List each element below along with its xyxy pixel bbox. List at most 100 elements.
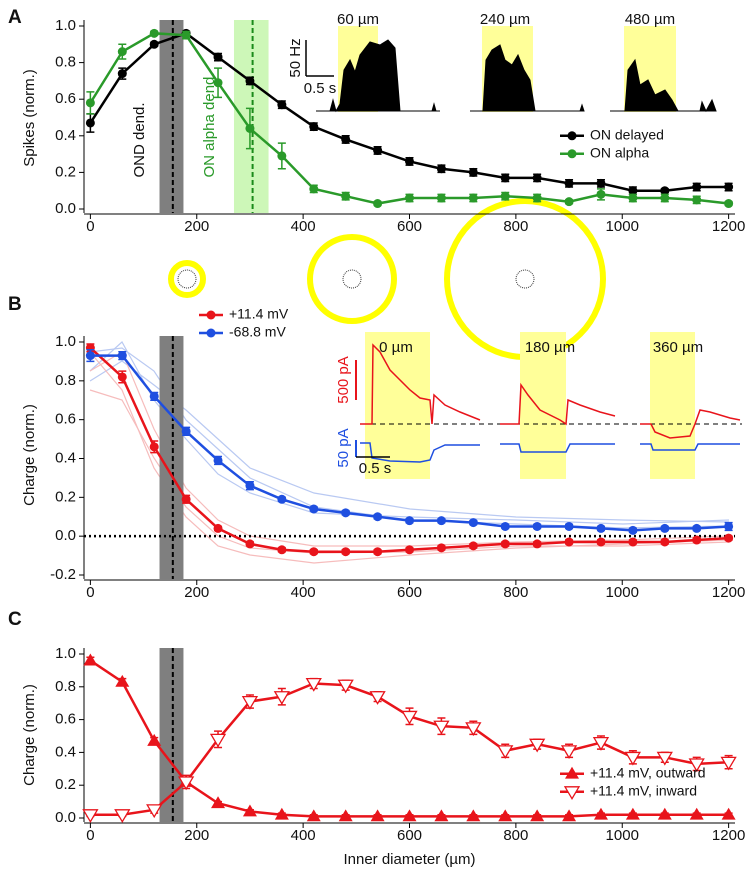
y-tick-label: 0.8	[55, 678, 76, 695]
x-tick-label: 1200	[712, 218, 745, 235]
data-point	[149, 442, 159, 452]
data-point	[115, 674, 130, 687]
legend-label: -68.8 mV	[229, 324, 286, 340]
data-point	[628, 193, 638, 203]
x-tick-label: 800	[503, 827, 528, 844]
x-tick-label: 200	[184, 218, 209, 235]
x-tick-label: 1000	[606, 584, 639, 601]
y-tick-label: 0.6	[55, 90, 76, 107]
data-point	[529, 738, 546, 753]
scale-label: 50 pA	[335, 428, 352, 467]
panel-label: B	[8, 294, 22, 315]
y-tick-label: -0.2	[50, 566, 76, 583]
data-point	[82, 809, 99, 824]
y-tick-label: 0.0	[55, 200, 76, 217]
data-point	[117, 47, 127, 57]
data-point	[724, 199, 734, 209]
data-point	[628, 537, 638, 547]
data-point	[497, 745, 514, 760]
inset-label: 360 µm	[653, 339, 703, 356]
data-point	[405, 156, 414, 166]
data-point	[468, 541, 478, 551]
data-point	[592, 737, 610, 751]
y-tick-label: 0.8	[55, 54, 76, 71]
data-point	[149, 39, 159, 49]
data-point	[468, 518, 478, 528]
panel-label: C	[8, 609, 22, 630]
data-point	[433, 720, 450, 735]
legend-label: ON alpha	[590, 145, 649, 161]
stim-window	[520, 332, 566, 479]
data-point	[373, 145, 383, 155]
data-point	[596, 178, 606, 188]
band	[233, 20, 269, 213]
data-point	[341, 508, 351, 518]
data-point	[373, 199, 383, 209]
legend-symbol	[206, 310, 216, 320]
data-point	[532, 193, 542, 203]
panel-label: A	[8, 7, 22, 28]
legend-label: ON delayed	[590, 127, 664, 143]
data-point	[273, 691, 290, 705]
x-tick-label: 400	[291, 827, 316, 844]
data-point	[436, 193, 446, 203]
data-point	[500, 521, 510, 531]
data-point	[688, 758, 705, 773]
stim-window	[650, 332, 695, 479]
data-point	[83, 653, 98, 666]
y-tick-label: 0.2	[55, 776, 76, 793]
legend-symbol	[206, 328, 216, 338]
data-point	[277, 151, 287, 161]
x-tick-label: 600	[397, 218, 422, 235]
x-axis-label: Inner diameter (µm)	[343, 851, 475, 868]
data-point	[564, 537, 574, 547]
data-point	[656, 751, 673, 766]
data-point	[209, 733, 227, 748]
ring	[168, 260, 206, 298]
data-point	[560, 745, 578, 760]
data-point	[660, 523, 670, 533]
data-point	[305, 677, 322, 692]
y-tick-label: 1.0	[55, 17, 76, 34]
x-tick-label: 1200	[712, 827, 745, 844]
data-point	[465, 722, 482, 737]
y-tick-label: 0.8	[55, 372, 76, 389]
ring	[307, 234, 397, 324]
data-point	[85, 118, 95, 128]
data-point	[720, 756, 737, 771]
data-point	[596, 523, 606, 533]
x-tick-label: 1200	[712, 584, 745, 601]
data-point	[628, 186, 638, 196]
psth-trace	[470, 44, 585, 112]
data-point	[596, 189, 606, 199]
legend-label: +11.4 mV, outward	[590, 764, 706, 780]
data-point	[341, 191, 351, 201]
y-tick-label: 0.0	[55, 527, 76, 544]
data-point	[117, 351, 127, 361]
annotation: ON alpha dend.	[201, 72, 218, 177]
cell-trace	[89, 360, 730, 523]
y-axis-label: Charge (norm.)	[21, 684, 38, 786]
data-point	[532, 173, 542, 183]
psth-trace	[610, 58, 717, 113]
inset-label: 180 µm	[525, 339, 575, 356]
data-point	[692, 523, 702, 533]
cell-trace	[89, 351, 730, 564]
data-point	[724, 521, 734, 531]
y-tick-label: 1.0	[55, 333, 76, 350]
data-point	[242, 804, 257, 817]
inset-label: 0 µm	[379, 339, 413, 356]
data-point	[277, 100, 287, 110]
data-point	[117, 69, 127, 79]
data-point	[468, 193, 478, 203]
inset-label: 480 µm	[625, 11, 675, 28]
legend-symbol	[567, 131, 577, 141]
data-point	[405, 545, 414, 555]
x-tick-label: 0	[86, 584, 94, 601]
data-point	[721, 807, 736, 820]
data-point	[341, 134, 351, 144]
data-point	[628, 525, 638, 535]
y-tick-label: 0.2	[55, 488, 76, 505]
data-point	[401, 710, 418, 725]
x-tick-label: 400	[291, 584, 316, 601]
